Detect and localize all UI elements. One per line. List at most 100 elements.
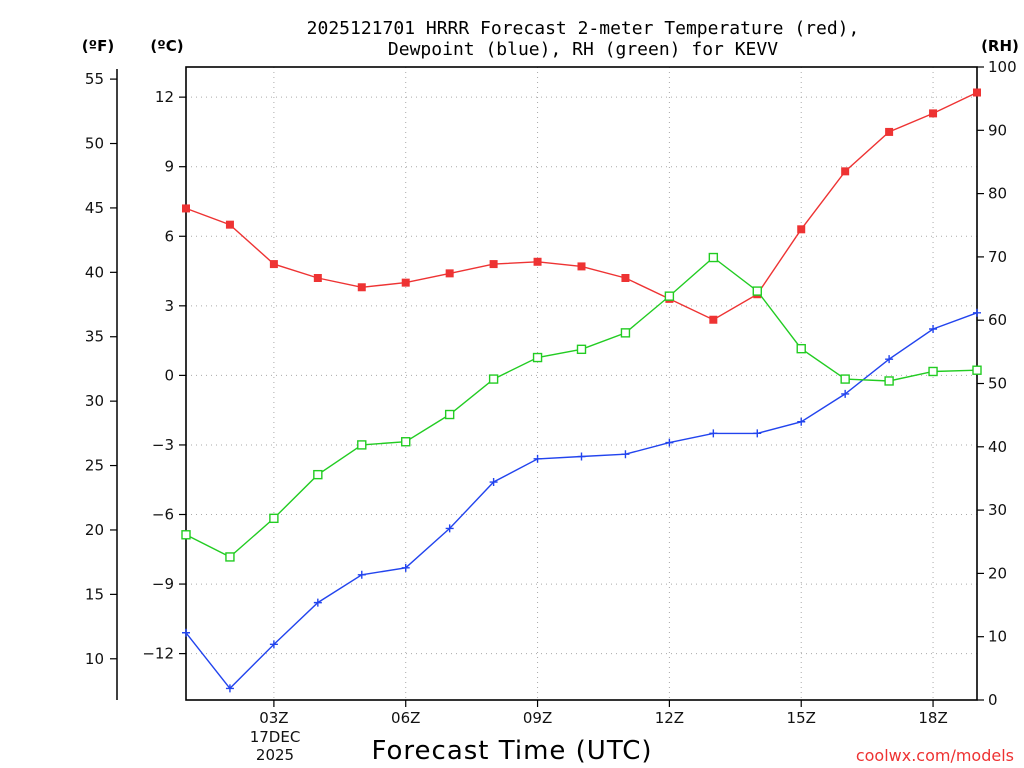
dewpoint-point — [401, 563, 410, 572]
dewpoint-point — [885, 355, 894, 364]
x-tick-label: 15Z — [787, 709, 816, 727]
rh-tick-label: 30 — [988, 501, 1007, 519]
rh-point — [576, 344, 587, 355]
rh-point — [884, 376, 894, 386]
rh-point — [269, 513, 279, 524]
rh-point — [181, 530, 191, 540]
temperature-point — [797, 225, 806, 234]
temperature-point — [269, 260, 278, 269]
rh-line — [185, 256, 978, 558]
celsius-tick-label: −6 — [152, 506, 174, 524]
y-axis-ticks: 129630−3−6−9−125550454035302520151001020… — [85, 58, 1017, 709]
celsius-tick-label: −3 — [152, 436, 174, 454]
dewpoint-point — [709, 429, 718, 438]
rh-point — [972, 365, 982, 375]
temperature-point — [929, 109, 938, 118]
temperature-point — [973, 88, 981, 97]
date-label-day: 17DEC — [250, 728, 301, 746]
fahrenheit-tick-label: 45 — [85, 199, 104, 217]
rh-point — [488, 374, 499, 384]
rh-point — [708, 252, 719, 263]
rh-tick-label: 40 — [988, 438, 1007, 456]
rh-tick-label: 20 — [988, 564, 1007, 582]
x-tick-label: 06Z — [391, 709, 420, 727]
rh-point — [796, 343, 806, 354]
dewpoint-point — [225, 684, 234, 693]
rh-point — [313, 469, 323, 480]
x-tick-label: 03Z — [259, 709, 288, 727]
rh-tick-label: 100 — [988, 58, 1017, 76]
dewpoint-point — [973, 308, 981, 317]
temperature-point — [182, 204, 190, 213]
dewpoint-point — [621, 450, 630, 459]
temperature-point — [709, 315, 718, 324]
x-axis-title: Forecast Time (UTC) — [371, 736, 652, 766]
dewpoint-point — [841, 389, 850, 398]
rh-point — [620, 328, 631, 338]
fahrenheit-tick-label: 25 — [85, 457, 104, 475]
rh-point — [357, 440, 367, 450]
fahrenheit-tick-label: 20 — [85, 521, 104, 539]
celsius-tick-label: 3 — [164, 297, 174, 315]
dewpoint-line — [185, 312, 978, 690]
x-tick-label: 18Z — [918, 709, 947, 727]
celsius-tick-label: 9 — [164, 158, 174, 176]
rh-point — [401, 437, 411, 447]
dewpoint-point — [182, 628, 190, 637]
fahrenheit-tick-label: 10 — [85, 650, 104, 668]
temperature-point — [533, 257, 542, 266]
celsius-tick-label: 6 — [164, 227, 174, 245]
fahrenheit-tick-label: 55 — [85, 70, 104, 88]
x-tick-label: 09Z — [523, 709, 552, 727]
date-label-year: 2025 — [256, 746, 294, 764]
temperature-point — [885, 127, 894, 136]
x-axis-ticks: 03Z 06Z 09Z 12Z 15Z 18Z — [259, 700, 948, 727]
dewpoint-point — [577, 452, 586, 461]
rh-point — [225, 552, 235, 562]
temperature-point — [621, 274, 630, 282]
fahrenheit-tick-label: 35 — [85, 328, 104, 346]
celsius-tick-label: 0 — [164, 366, 174, 384]
temperature-point — [445, 269, 454, 278]
temperature-point — [225, 220, 234, 229]
dewpoint-point — [533, 454, 542, 463]
celsius-tick-label: −9 — [152, 575, 174, 593]
temperature-point — [489, 260, 498, 269]
dewpoint-point — [797, 417, 806, 426]
rh-tick-label: 0 — [988, 691, 998, 709]
rh-tick-label: 90 — [988, 121, 1007, 139]
fahrenheit-tick-label: 40 — [85, 263, 104, 281]
x-tick-label: 12Z — [655, 709, 684, 727]
dewpoint-point — [357, 570, 366, 579]
rh-tick-label: 70 — [988, 248, 1007, 266]
rh-tick-label: 10 — [988, 628, 1007, 646]
rh-tick-label: 50 — [988, 375, 1007, 393]
fahrenheit-tick-label: 15 — [85, 585, 104, 603]
dewpoint-point — [269, 640, 278, 649]
rh-point — [532, 352, 543, 363]
celsius-tick-label: 12 — [155, 88, 174, 106]
rh-tick-label: 80 — [988, 185, 1007, 203]
celsius-tick-label: −12 — [142, 645, 174, 663]
rh-point — [840, 374, 850, 384]
dewpoint-point — [929, 325, 938, 334]
dewpoint-point — [753, 429, 762, 438]
temperature-point — [313, 274, 322, 282]
rh-point — [444, 409, 455, 420]
gridlines — [186, 67, 977, 700]
fahrenheit-unit-label: (ºF) — [82, 37, 114, 55]
temperature-point — [357, 283, 366, 292]
rh-point — [928, 366, 938, 377]
temperature-point — [401, 278, 410, 287]
dewpoint-point — [665, 438, 674, 447]
dewpoint-point — [489, 478, 498, 487]
fahrenheit-tick-label: 30 — [85, 392, 104, 410]
temperature-point — [577, 262, 586, 271]
rh-tick-label: 60 — [988, 311, 1007, 329]
chart-title-line2: Dewpoint (blue), RH (green) for KEVV — [388, 39, 778, 60]
rh-point — [752, 286, 762, 296]
data-series — [181, 88, 982, 693]
credit-link[interactable]: coolwx.com/models — [856, 746, 1014, 765]
dewpoint-point — [313, 598, 322, 607]
